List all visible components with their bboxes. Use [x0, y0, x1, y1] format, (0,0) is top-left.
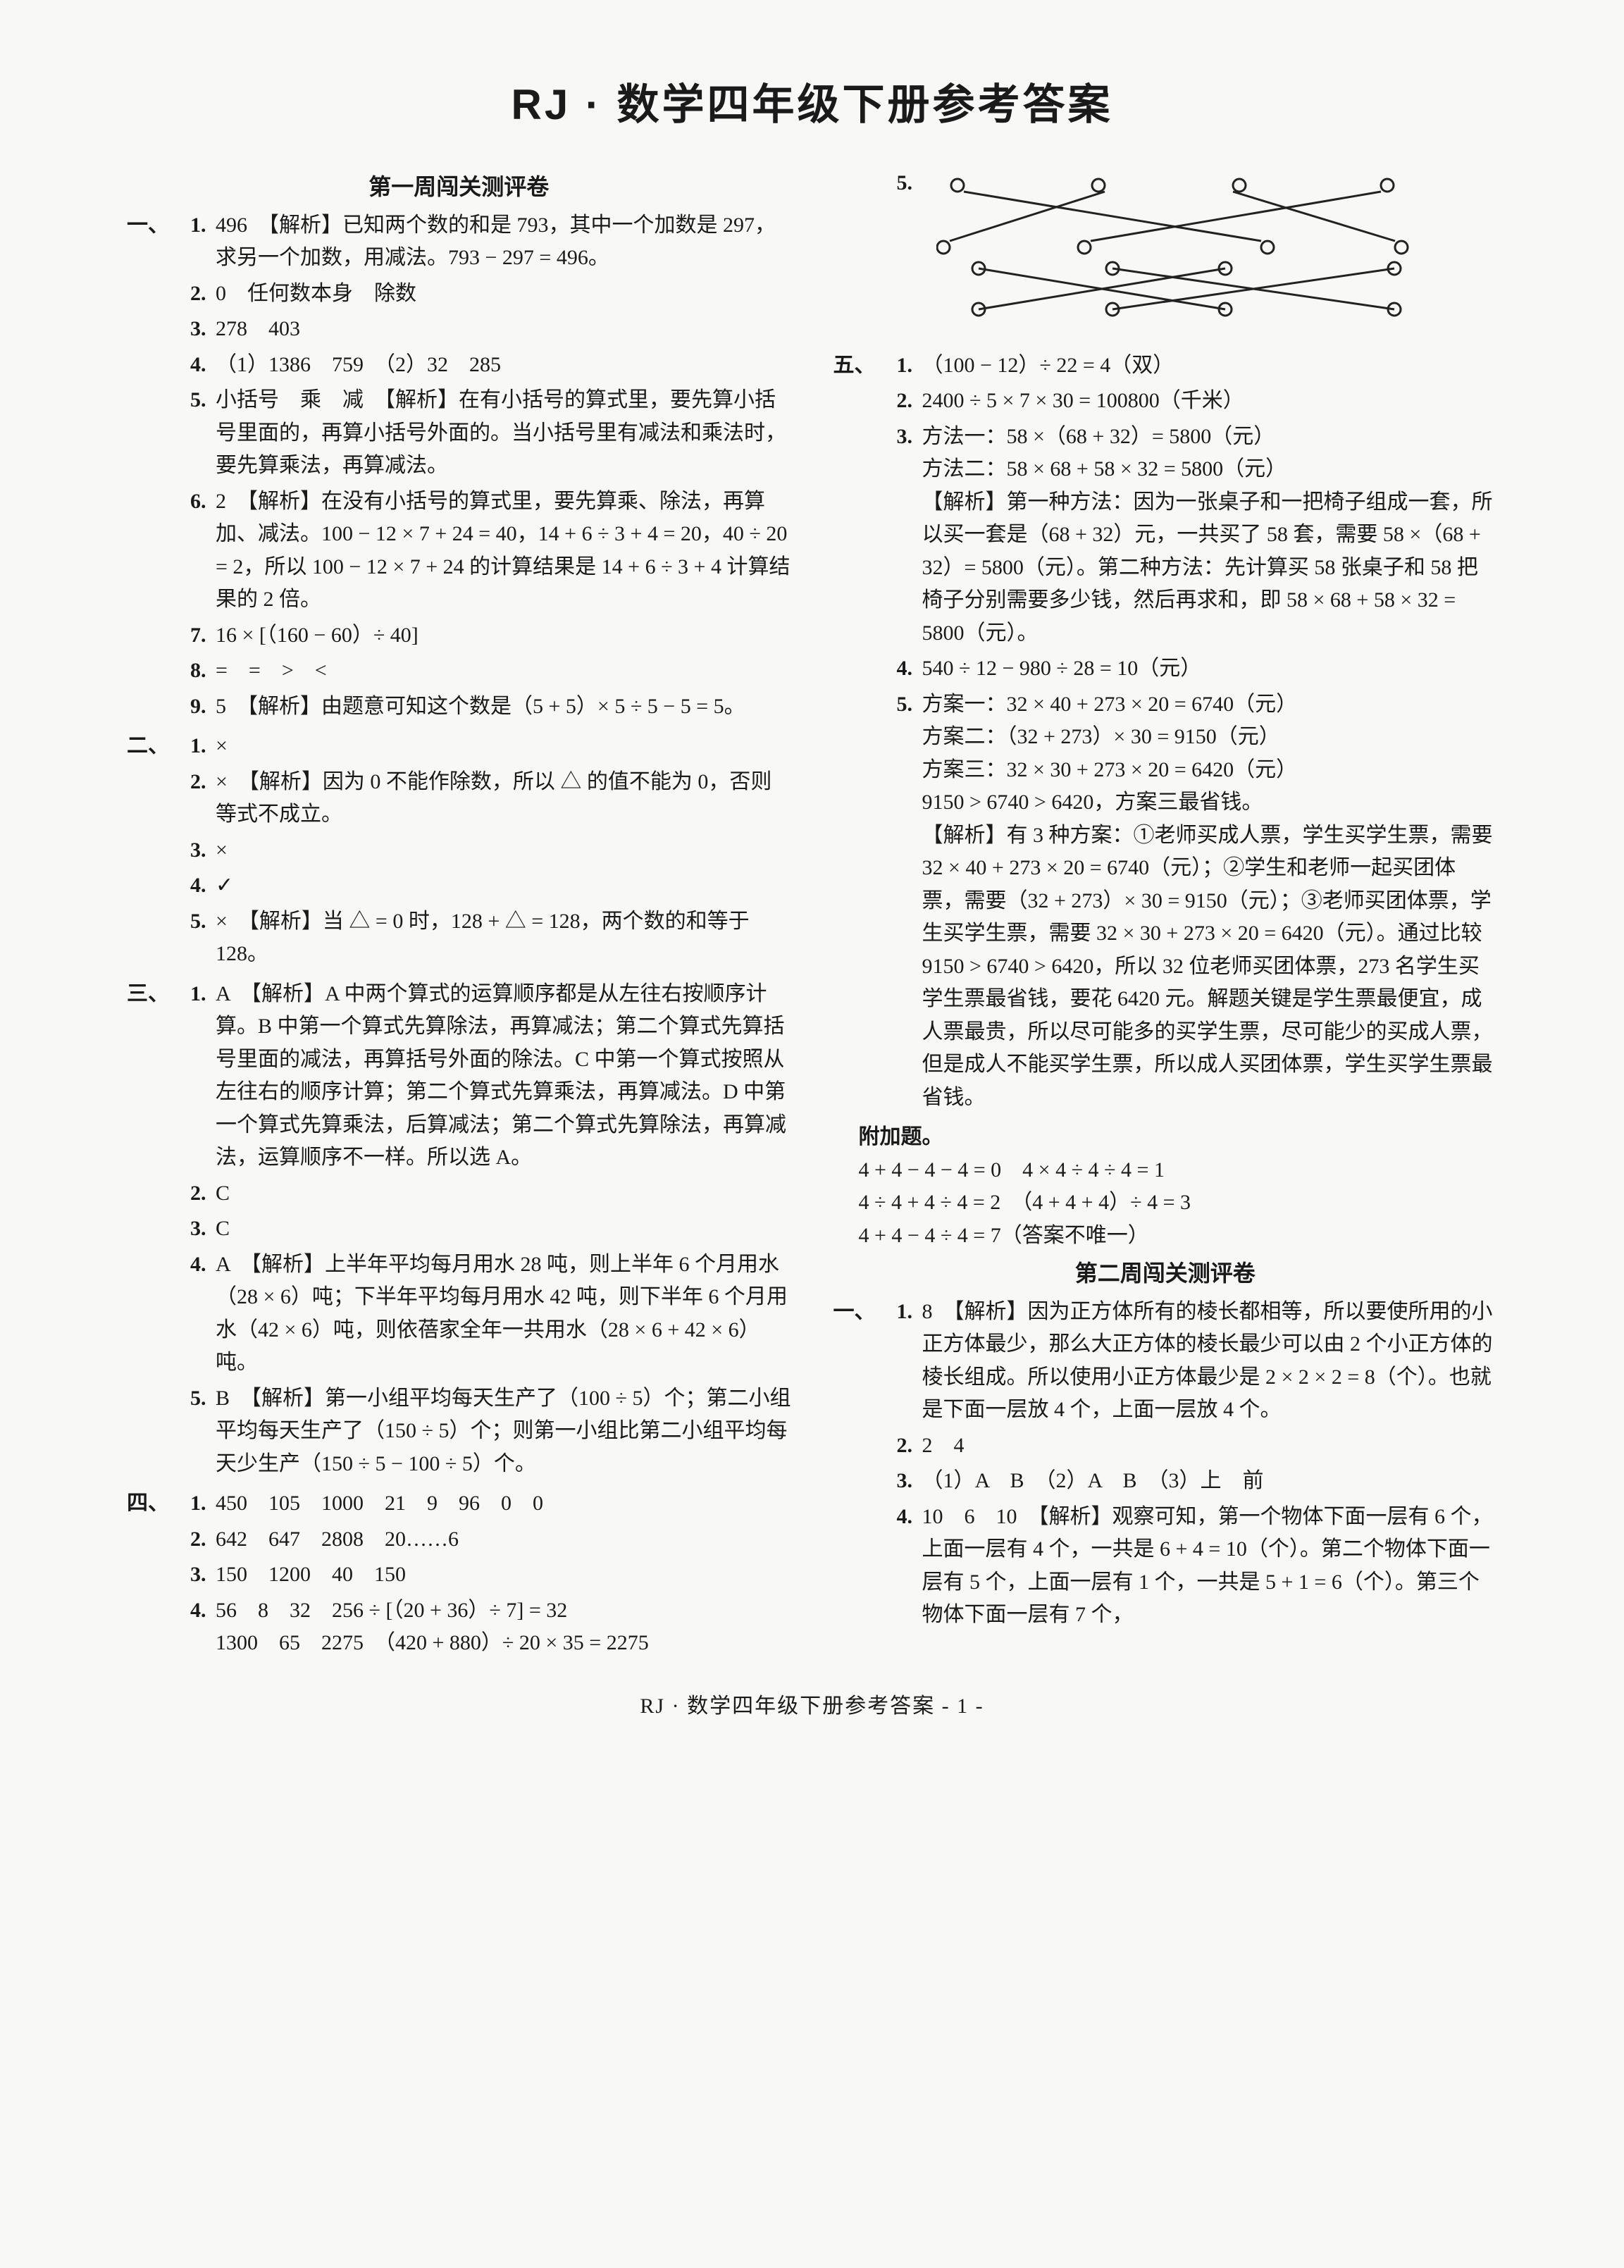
left-column: 第一周闯关测评卷 一、 1.496 【解析】已知两个数的和是 793，其中一个加…	[127, 167, 791, 1667]
answer-text: 2 4	[922, 1430, 1498, 1463]
section-label: 五、	[833, 349, 897, 1117]
answer-text: ×	[216, 730, 791, 763]
section-label: 一、	[833, 1296, 897, 1635]
answer-text: 4 + 4 − 4 − 4 = 0 4 × 4 ÷ 4 ÷ 4 = 1	[833, 1154, 1498, 1187]
answer-text: × 【解析】当 △ = 0 时，128 + △ = 128，两个数的和等于 12…	[216, 905, 791, 971]
section-4-item-5: 5.	[833, 167, 1498, 347]
answer-text: 56 8 32 256 ÷ [（20 + 36）÷ 7] = 32	[216, 1594, 791, 1628]
item-num: 4.	[190, 349, 216, 382]
item-num: 3.	[897, 1465, 922, 1498]
answer-text: 2 【解析】在没有小括号的算式里，要先算乘、除法，再算加、减法。100 − 12…	[216, 485, 791, 616]
answer-text: A 【解析】A 中两个算式的运算顺序都是从左往右按顺序计算。B 中第一个算式先算…	[216, 978, 791, 1175]
answer-text: C	[216, 1213, 791, 1246]
section-5: 五、 1.（100 − 12）÷ 22 = 4（双） 2.2400 ÷ 5 × …	[833, 349, 1498, 1117]
answer-text: 16 × [（160 − 60）÷ 40]	[216, 619, 791, 652]
extra-heading: 附加题。	[833, 1121, 1498, 1154]
answer-text: 方法一：58 ×（68 + 32）= 5800（元）	[922, 421, 1498, 454]
answer-text: 1300 65 2275 （420 + 880）÷ 20 × 35 = 2275	[216, 1627, 791, 1660]
answer-text: 2400 ÷ 5 × 7 × 30 = 100800（千米）	[922, 385, 1498, 418]
item-num: 3.	[190, 313, 216, 346]
section-label: 四、	[127, 1487, 190, 1663]
answer-text: 方案一：32 × 40 + 273 × 20 = 6740（元）	[922, 688, 1498, 721]
answer-text: 496 【解析】已知两个数的和是 793，其中一个加数是 297，求另一个加数，…	[216, 209, 791, 275]
answer-text: 278 403	[216, 313, 791, 346]
answer-text: （1）1386 759 （2）32 285	[216, 349, 791, 382]
item-num: 5.	[190, 1382, 216, 1481]
answer-text: 642 647 2808 20……6	[216, 1523, 791, 1556]
page-title: RJ · 数学四年级下册参考答案	[127, 70, 1497, 132]
item-num: 8.	[190, 655, 216, 688]
item-num: 9.	[190, 690, 216, 724]
answer-text: 150 1200 40 150	[216, 1559, 791, 1592]
answer-text: = = > <	[216, 655, 791, 688]
week2-heading: 第二周闯关测评卷	[833, 1256, 1498, 1291]
item-num: 3.	[897, 421, 922, 650]
matching-diagram	[936, 171, 1415, 326]
section-3: 三、 1.A 【解析】A 中两个算式的运算顺序都是从左往右按顺序计算。B 中第一…	[127, 978, 791, 1484]
answer-text: 方案二：（32 + 273）× 30 = 9150（元）	[922, 721, 1498, 754]
answer-text: A 【解析】上半年平均每月用水 28 吨，则上半年 6 个月用水（28 × 6）…	[216, 1248, 791, 1380]
answer-text: 【解析】第一种方法：因为一张桌子和一把椅子组成一套，所以买一套是（68 + 32…	[922, 486, 1498, 650]
section-4: 四、 1.450 105 1000 21 9 96 0 0 2.642 647 …	[127, 1487, 791, 1663]
answer-text: 0 任何数本身 除数	[216, 278, 791, 311]
answer-text: 4 + 4 − 4 ÷ 4 = 7（答案不唯一）	[833, 1220, 1498, 1253]
item-num: 1.	[897, 1296, 922, 1427]
answer-text: 450 105 1000 21 9 96 0 0	[216, 1487, 791, 1520]
week2-section-1: 一、 1.8 【解析】因为正方体所有的棱长都相等，所以要使所用的小正方体最少，那…	[833, 1296, 1498, 1635]
answer-text: 小括号 乘 减 【解析】在有小括号的算式里，要先算小括号里面的，再算小括号外面的…	[216, 384, 791, 483]
item-num: 4.	[897, 652, 922, 686]
answer-text: 方案三：32 × 30 + 273 × 20 = 6420（元）	[922, 754, 1498, 787]
two-column-layout: 第一周闯关测评卷 一、 1.496 【解析】已知两个数的和是 793，其中一个加…	[127, 167, 1497, 1667]
item-num: 2.	[897, 385, 922, 418]
answer-text: 【解析】有 3 种方案：①老师买成人票，学生买学生票，需要 32 × 40 + …	[922, 819, 1498, 1115]
item-num: 5.	[190, 905, 216, 971]
item-num: 1.	[190, 1487, 216, 1520]
item-num: 1.	[190, 209, 216, 275]
answer-text: B 【解析】第一小组平均每天生产了（100 ÷ 5）个；第二小组平均每天生产了（…	[216, 1382, 791, 1481]
item-num: 6.	[190, 485, 216, 616]
extra-section: 附加题。 4 + 4 − 4 − 4 = 0 4 × 4 ÷ 4 ÷ 4 = 1…	[833, 1121, 1498, 1252]
week1-heading: 第一周闯关测评卷	[127, 170, 791, 205]
item-num: 3.	[190, 834, 216, 867]
answer-text: 9150 > 6740 > 6420，方案三最省钱。	[922, 786, 1498, 819]
answer-text: × 【解析】因为 0 不能作除数，所以 △ 的值不能为 0，否则等式不成立。	[216, 766, 791, 831]
item-num: 2.	[897, 1430, 922, 1463]
item-num: 2.	[190, 278, 216, 311]
item-num: 5.	[897, 167, 922, 347]
item-num: 2.	[190, 1177, 216, 1210]
answer-text: 540 ÷ 12 − 980 ÷ 28 = 10（元）	[922, 652, 1498, 686]
answer-text: （100 − 12）÷ 22 = 4（双）	[922, 349, 1498, 383]
section-label: 一、	[127, 209, 190, 726]
item-num: 1.	[190, 978, 216, 1175]
section-2: 二、 1.× 2.× 【解析】因为 0 不能作除数，所以 △ 的值不能为 0，否…	[127, 730, 791, 974]
item-num: 5.	[190, 384, 216, 483]
item-num: 7.	[190, 619, 216, 652]
item-num: 2.	[190, 766, 216, 831]
item-num: 1.	[190, 730, 216, 763]
item-num: 5.	[897, 688, 922, 1115]
answer-text: 方法二：58 × 68 + 58 × 32 = 5800（元）	[922, 453, 1498, 486]
answer-text: 8 【解析】因为正方体所有的棱长都相等，所以要使所用的小正方体最少，那么大正方体…	[922, 1296, 1498, 1427]
item-num: 4.	[190, 869, 216, 903]
page-footer: RJ · 数学四年级下册参考答案 - 1 -	[127, 1688, 1497, 1719]
item-num: 4.	[897, 1501, 922, 1632]
right-column: 5. 五、 1.（100 − 12）÷ 22 = 4（双） 2.2400 ÷ 5…	[833, 167, 1498, 1667]
item-num: 1.	[897, 349, 922, 383]
item-num: 2.	[190, 1523, 216, 1556]
answer-text: 4 ÷ 4 + 4 ÷ 4 = 2 （4 + 4 + 4）÷ 4 = 3	[833, 1186, 1498, 1220]
answer-text: ×	[216, 834, 791, 867]
section-label: 二、	[127, 730, 190, 974]
section-label: 三、	[127, 978, 190, 1484]
answer-text: 10 6 10 【解析】观察可知，第一个物体下面一层有 6 个，上面一层有 4 …	[922, 1501, 1498, 1632]
item-num: 3.	[190, 1213, 216, 1246]
item-num: 4.	[190, 1594, 216, 1660]
answer-text: ✓	[216, 869, 791, 903]
item-num: 4.	[190, 1248, 216, 1380]
item-num: 3.	[190, 1559, 216, 1592]
section-1: 一、 1.496 【解析】已知两个数的和是 793，其中一个加数是 297，求另…	[127, 209, 791, 726]
answer-text: 5 【解析】由题意可知这个数是（5 + 5）× 5 ÷ 5 − 5 = 5。	[216, 690, 791, 724]
answer-text: C	[216, 1177, 791, 1210]
answer-text: （1）A B （2）A B （3）上 前	[922, 1465, 1498, 1498]
